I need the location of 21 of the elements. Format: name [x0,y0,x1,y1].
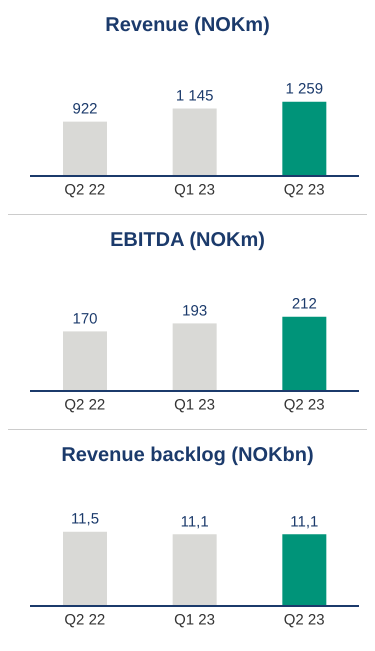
data-label: 922 [72,100,98,118]
chart-title: Revenue backlog (NOKbn) [60,443,315,468]
data-label: 170 [72,310,98,328]
data-label: 193 [182,302,208,320]
chart-title: EBITDA (NOKm) [109,228,266,253]
x-tick-label: Q1 23 [174,396,215,414]
x-tick-label: Q1 23 [174,182,215,199]
chart-title: Revenue (NOKm) [104,13,271,38]
x-tick-label: Q1 23 [174,612,215,629]
x-tick-label: Q2 22 [64,182,106,199]
data-label: 212 [292,296,317,313]
data-label: 1 145 [176,87,214,104]
x-tick-label: Q2 23 [284,612,325,629]
x-tick-label: Q2 22 [64,396,106,414]
data-label: 11,1 [180,513,209,530]
x-tick-label: Q2 22 [64,612,106,629]
data-label: 11,1 [290,513,318,530]
x-tick-label: Q2 23 [284,396,325,414]
data-label: 1 259 [286,80,324,98]
data-label: 11,5 [70,510,100,528]
x-tick-label: Q2 23 [284,182,325,199]
